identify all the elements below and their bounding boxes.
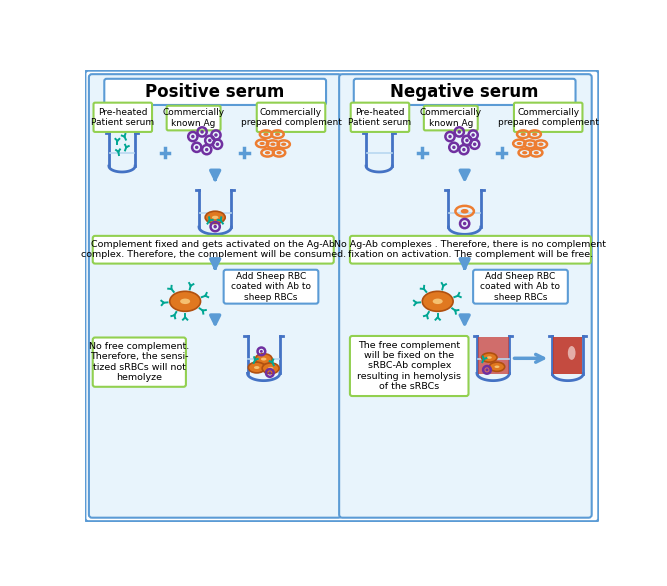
Ellipse shape [487,356,492,359]
Ellipse shape [490,362,505,372]
FancyBboxPatch shape [223,270,318,304]
Circle shape [214,133,217,137]
Ellipse shape [263,132,269,136]
FancyBboxPatch shape [93,103,152,132]
Text: Pre-heated
Patient serum: Pre-heated Patient serum [91,108,154,127]
Text: Negative serum: Negative serum [390,83,539,101]
Ellipse shape [461,209,469,213]
FancyBboxPatch shape [354,79,576,105]
Circle shape [215,142,219,146]
Circle shape [458,130,461,134]
Circle shape [448,135,452,138]
Ellipse shape [212,216,218,219]
Ellipse shape [254,366,259,369]
Circle shape [200,130,204,134]
Circle shape [260,350,263,353]
FancyBboxPatch shape [473,270,568,304]
Ellipse shape [534,151,539,154]
Circle shape [465,139,469,142]
FancyBboxPatch shape [514,103,582,132]
Ellipse shape [265,151,270,154]
Ellipse shape [270,142,275,146]
Circle shape [463,222,466,225]
Circle shape [486,369,488,372]
Polygon shape [553,337,582,374]
Circle shape [213,225,217,229]
Ellipse shape [248,362,265,373]
Text: Commercially
known Ag: Commercially known Ag [163,108,225,128]
FancyBboxPatch shape [104,79,326,105]
Ellipse shape [255,354,272,364]
FancyBboxPatch shape [257,103,325,132]
FancyBboxPatch shape [93,338,186,387]
Circle shape [452,145,456,149]
Ellipse shape [262,363,279,374]
Ellipse shape [520,132,526,136]
Circle shape [473,142,476,146]
FancyBboxPatch shape [339,74,592,517]
Ellipse shape [261,357,266,360]
FancyBboxPatch shape [424,105,478,130]
Text: Commercially
prepared complement: Commercially prepared complement [241,108,342,127]
Ellipse shape [522,151,528,154]
Ellipse shape [268,367,273,370]
Text: Add Sheep RBC
coated with Ab to
sheep RBCs: Add Sheep RBC coated with Ab to sheep RB… [231,272,311,302]
Ellipse shape [422,291,453,311]
Ellipse shape [433,299,443,304]
FancyBboxPatch shape [89,74,342,517]
Ellipse shape [281,142,286,146]
Circle shape [191,135,195,138]
Ellipse shape [568,346,576,360]
FancyBboxPatch shape [167,105,221,130]
Ellipse shape [532,132,538,136]
FancyBboxPatch shape [350,336,468,396]
Circle shape [205,148,209,151]
Ellipse shape [517,142,522,145]
FancyBboxPatch shape [351,103,410,132]
Ellipse shape [180,299,190,304]
FancyBboxPatch shape [93,236,334,264]
Text: Commercially
prepared complement: Commercially prepared complement [498,108,599,127]
Text: Add Sheep RBC
coated with Ab to
sheep RBCs: Add Sheep RBC coated with Ab to sheep RB… [480,272,560,302]
Text: The free complement
will be fixed on the
sRBC-Ab complex
resulting in hemolysis
: The free complement will be fixed on the… [358,340,461,391]
Ellipse shape [205,211,225,223]
Circle shape [472,133,475,137]
Text: No Ag-Ab complexes . Therefore, there is no complement
fixation on activation. T: No Ag-Ab complexes . Therefore, there is… [334,240,606,260]
FancyBboxPatch shape [85,70,598,522]
Ellipse shape [276,151,281,154]
Circle shape [268,372,271,374]
Ellipse shape [494,366,500,368]
Ellipse shape [482,353,497,362]
Circle shape [208,139,211,142]
Text: Positive serum: Positive serum [145,83,285,101]
Text: Commercially
known Ag: Commercially known Ag [420,108,482,128]
Circle shape [462,148,466,151]
FancyBboxPatch shape [350,236,591,264]
Text: Pre-heated
Patient serum: Pre-heated Patient serum [348,108,412,127]
Ellipse shape [275,132,280,136]
Circle shape [195,145,199,149]
Text: No free complement.
Therefore, the sensi-
tized sRBCs will not
hemolyze: No free complement. Therefore, the sensi… [89,342,189,382]
Ellipse shape [169,291,201,311]
Ellipse shape [528,142,533,146]
Polygon shape [478,337,508,374]
Ellipse shape [259,142,265,145]
Ellipse shape [538,142,544,146]
Text: Complement fixed and gets activated on the Ag-Ab
complex. Therefore, the complem: Complement fixed and gets activated on t… [81,240,346,260]
